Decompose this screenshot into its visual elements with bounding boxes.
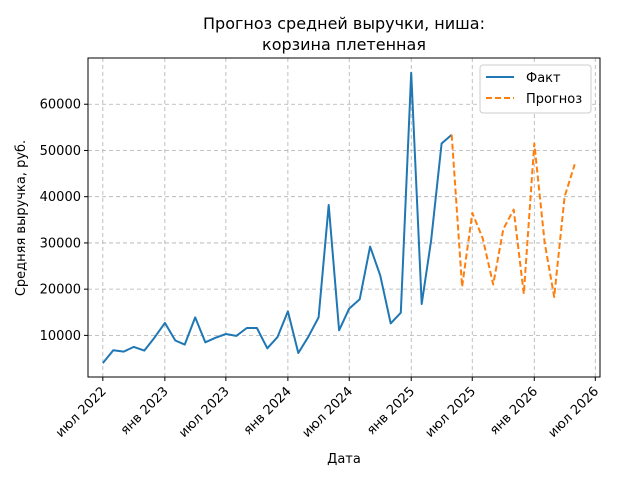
y-tick-label: 60000 [40, 98, 81, 113]
chart-title-line-1: Прогноз средней выручки, ниша: [203, 14, 485, 33]
y-axis: 10000 20000 30000 40000 50000 60000 [40, 98, 88, 344]
y-tick-label: 30000 [40, 236, 81, 251]
series-line-fact [102, 71, 453, 364]
x-axis-label: Дата [327, 452, 361, 467]
legend: Факт Прогноз [479, 64, 592, 114]
y-tick-label: 50000 [40, 144, 81, 159]
y-tick-label: 40000 [40, 190, 81, 205]
series-group [102, 71, 576, 364]
legend-label-fact: Факт [526, 71, 561, 86]
legend-label-forecast: Прогноз [526, 92, 582, 107]
plot-frame [87, 57, 601, 378]
series-line-forecast [450, 134, 576, 298]
y-tick-label: 20000 [40, 283, 81, 298]
y-tick-label: 10000 [40, 329, 81, 344]
chart-title-line-2: корзина плетенная [262, 35, 426, 54]
y-axis-label: Средняя выручка, руб. [14, 140, 29, 296]
